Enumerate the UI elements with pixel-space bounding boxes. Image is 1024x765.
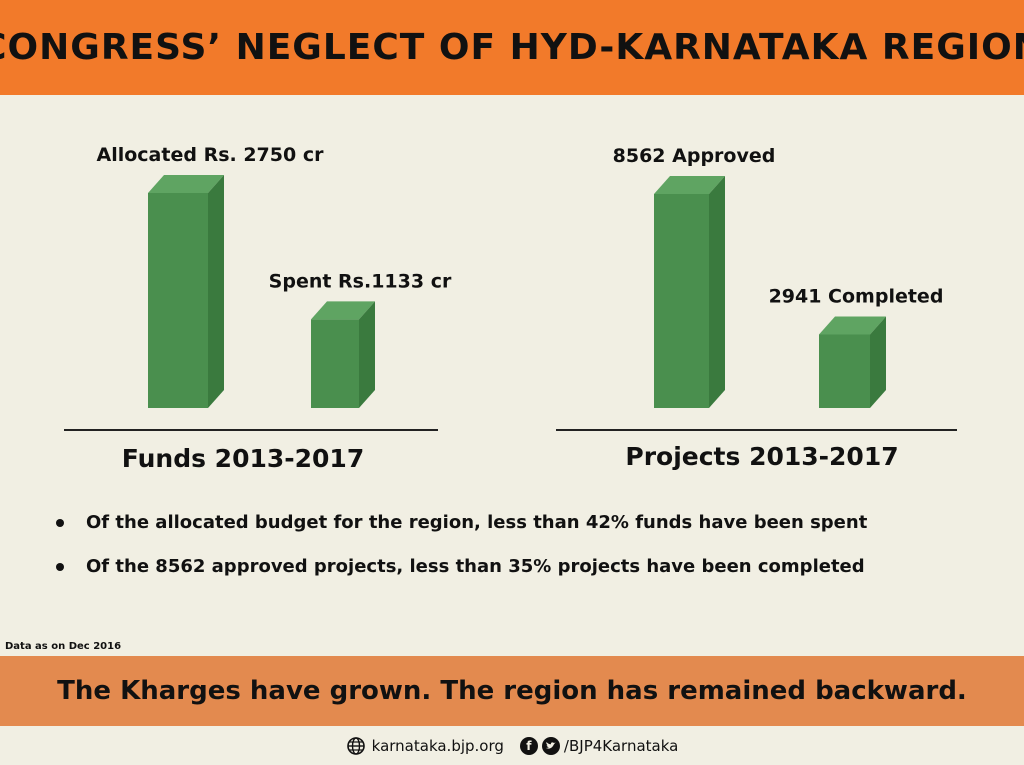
twitter-icon[interactable] bbox=[541, 736, 560, 755]
bullet-item: Of the 8562 approved projects, less than… bbox=[50, 556, 867, 600]
website-link[interactable]: karnataka.bjp.org bbox=[371, 736, 504, 755]
axis-title: Funds 2013-2017 bbox=[122, 444, 364, 473]
bullet-list: Of the allocated budget for the region, … bbox=[50, 512, 867, 600]
bar bbox=[654, 194, 709, 408]
bullet-dot bbox=[56, 519, 64, 527]
bar-side bbox=[208, 175, 224, 408]
social-handle[interactable]: /BJP4Karnataka bbox=[563, 736, 679, 755]
bullet-dot bbox=[56, 563, 64, 571]
page-title: CONGRESS’ NEGLECT OF HYD-KARNATAKA REGIO… bbox=[0, 27, 1024, 68]
bar bbox=[148, 193, 208, 408]
bar-top bbox=[148, 175, 224, 193]
axis-title: Projects 2013-2017 bbox=[625, 442, 898, 471]
charts-area: Allocated Rs. 2750 cr Spent Rs.1133 cr Fun… bbox=[64, 144, 957, 473]
bar bbox=[311, 319, 359, 408]
data-note: Data as on Dec 2016 bbox=[5, 641, 122, 652]
bar bbox=[819, 334, 870, 408]
bullet-text: Of the allocated budget for the region, … bbox=[86, 512, 868, 533]
facebook-icon[interactable]: f bbox=[519, 736, 538, 755]
globe-icon[interactable] bbox=[346, 736, 366, 756]
bullet-item: Of the allocated budget for the region, … bbox=[50, 512, 867, 556]
bullet-text: Of the 8562 approved projects, less than… bbox=[86, 556, 865, 577]
bar-side bbox=[709, 176, 725, 408]
bar-side bbox=[870, 316, 886, 408]
data-label: Allocated Rs. 2750 cr bbox=[97, 144, 325, 166]
bar-top bbox=[654, 176, 725, 194]
bar-top bbox=[819, 316, 886, 335]
footer: karnataka.bjp.org f /BJP4Karnataka bbox=[0, 726, 1024, 765]
banner: The Kharges have grown. The region has r… bbox=[0, 656, 1024, 726]
banner-text: The Kharges have grown. The region has r… bbox=[57, 676, 967, 706]
bar-top bbox=[311, 301, 375, 320]
bar-side bbox=[359, 301, 375, 408]
data-label: 8562 Approved bbox=[613, 145, 776, 167]
header: CONGRESS’ NEGLECT OF HYD-KARNATAKA REGIO… bbox=[0, 0, 1024, 95]
data-label: Spent Rs.1133 cr bbox=[269, 270, 452, 292]
data-label: 2941 Completed bbox=[769, 285, 944, 307]
